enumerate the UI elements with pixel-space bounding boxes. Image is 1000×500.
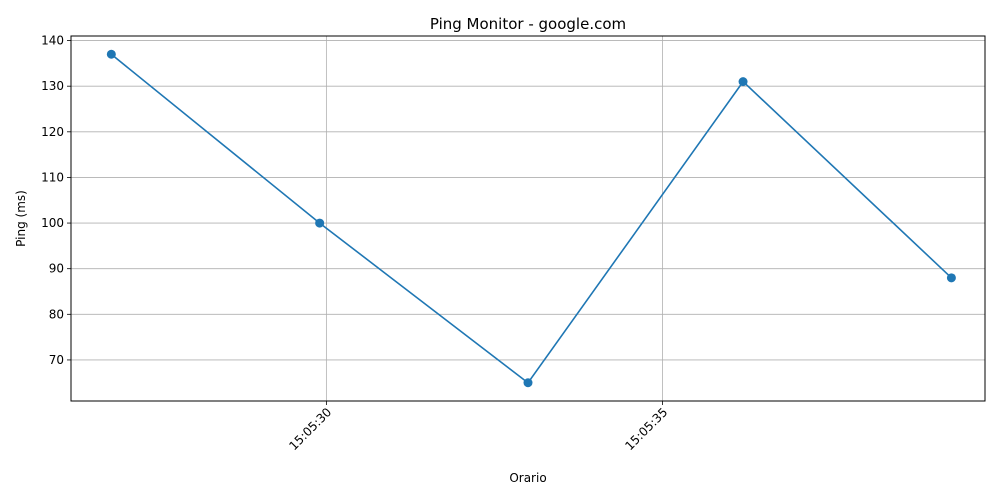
y-tick-label: 70: [49, 353, 64, 367]
y-tick-label: 140: [41, 34, 64, 48]
data-point: [738, 77, 748, 87]
data-point: [106, 49, 116, 59]
y-tick-label: 100: [41, 216, 64, 230]
data-point: [946, 273, 956, 283]
series-layer: [106, 49, 956, 388]
y-tick-label: 130: [41, 79, 64, 93]
y-tick-label: 120: [41, 125, 64, 139]
y-tick-label: 90: [49, 262, 64, 276]
y-axis: 70 80 90 100 110 120 130 140: [41, 34, 71, 367]
data-point: [523, 378, 533, 388]
grid: [71, 36, 985, 401]
plot-frame: [70, 35, 986, 402]
data-point: [315, 218, 325, 228]
y-tick-label: 80: [49, 307, 64, 321]
y-tick-label: 110: [41, 170, 64, 184]
y-axis-label: Ping (ms): [14, 190, 28, 247]
chart-title: Ping Monitor - google.com: [430, 15, 626, 33]
x-axis-label: Orario: [509, 471, 546, 485]
